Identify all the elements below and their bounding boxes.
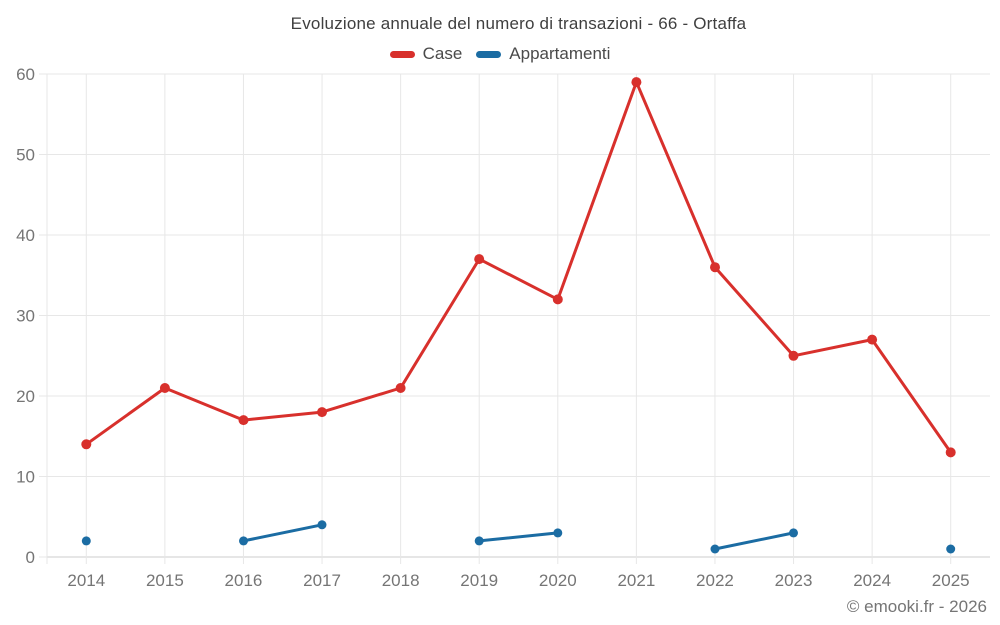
copyright-text: © emooki.fr - 2026 <box>846 597 987 616</box>
series-line-case <box>84 80 953 454</box>
x-axis-label-2022: 2022 <box>696 571 734 590</box>
data-point-appartamenti-2017 <box>317 520 327 530</box>
chart-legend: Case Appartamenti <box>0 44 1000 64</box>
legend-label: Appartamenti <box>509 44 611 63</box>
x-axis-label-2018: 2018 <box>382 571 420 590</box>
x-axis-label-2017: 2017 <box>303 571 341 590</box>
legend-swatch-appartamenti <box>476 50 502 58</box>
data-point-case-2020 <box>552 294 563 305</box>
x-axis-label-2025: 2025 <box>932 571 970 590</box>
data-point-case-2025 <box>945 447 956 458</box>
data-point-case-2016 <box>238 415 249 426</box>
data-point-appartamenti-2025 <box>946 544 956 554</box>
y-axis-label-60: 60 <box>16 65 35 84</box>
chart-title: Evoluzione annuale del numero di transaz… <box>290 14 747 33</box>
x-axis-label-2023: 2023 <box>775 571 813 590</box>
y-axis-label-0: 0 <box>26 548 35 567</box>
y-axis-label-10: 10 <box>16 468 35 487</box>
data-point-appartamenti-2019 <box>474 536 484 546</box>
data-point-case-2024 <box>867 334 878 345</box>
data-point-case-2022 <box>710 262 720 273</box>
legend-label: Case <box>422 44 463 63</box>
data-point-appartamenti-2020 <box>553 528 563 538</box>
x-axis-label-2019: 2019 <box>460 571 498 590</box>
x-axis-label-2024: 2024 <box>853 571 891 590</box>
y-axis-label-40: 40 <box>16 226 35 245</box>
data-point-appartamenti-2016 <box>239 536 248 546</box>
data-point-case-2021 <box>631 77 642 88</box>
x-axis-label-2021: 2021 <box>617 571 655 590</box>
data-point-case-2018 <box>395 383 406 393</box>
legend-item-case[interactable]: Case <box>389 44 463 64</box>
y-axis-label-50: 50 <box>16 146 35 165</box>
data-point-case-2023 <box>788 350 799 361</box>
x-axis-label-2020: 2020 <box>539 571 577 590</box>
data-point-appartamenti-2014 <box>81 536 91 546</box>
data-point-appartamenti-2022 <box>710 544 720 554</box>
x-axis-label-2016: 2016 <box>225 571 263 590</box>
legend-item-appartamenti[interactable]: Appartamenti <box>476 44 610 64</box>
data-point-case-2015 <box>159 383 170 393</box>
x-axis-label-2015: 2015 <box>146 571 184 590</box>
data-point-case-2014 <box>81 439 92 450</box>
y-axis-label-20: 20 <box>16 387 35 406</box>
data-point-case-2017 <box>317 407 327 418</box>
legend-swatch-case <box>389 50 415 58</box>
series-line-appartamenti <box>244 525 951 549</box>
data-point-case-2019 <box>474 254 485 265</box>
y-axis-label-30: 30 <box>16 307 35 326</box>
data-point-appartamenti-2023 <box>789 528 798 538</box>
x-axis-label-2014: 2014 <box>67 571 105 590</box>
